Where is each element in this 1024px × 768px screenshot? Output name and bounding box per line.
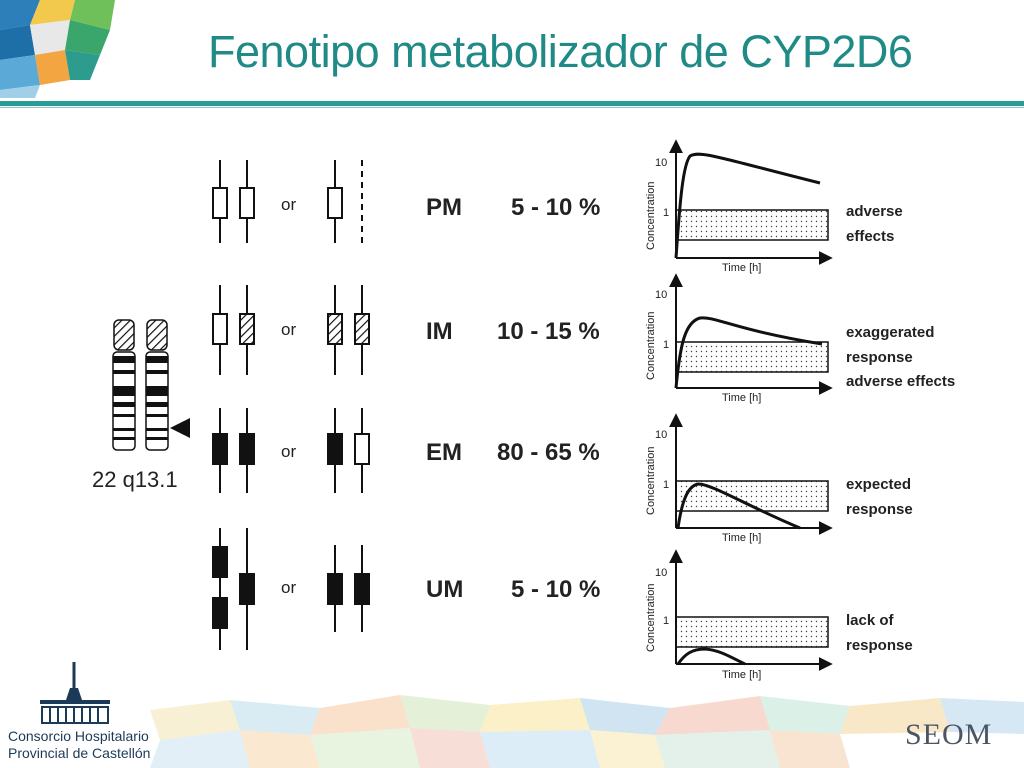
phenotype-label: EM (426, 439, 462, 466)
hospital-logo-icon (40, 662, 110, 724)
row-em: or EM 80 - 65 % 10 1 Concentration Time … (212, 408, 913, 544)
frequency-label: 80 - 65 % (497, 439, 600, 466)
effect-line: adverse effects (846, 373, 955, 390)
x-axis-label: Time [h] (722, 262, 761, 274)
row-pm: or PM 5 - 10 % 10 1 Concentration Time [… (212, 139, 903, 274)
frequency-label: 5 - 10 % (511, 194, 600, 221)
mosaic-decoration-bottom (150, 695, 1024, 768)
phenotype-label: UM (426, 576, 463, 603)
allele-pair-em-b (327, 408, 370, 493)
hospital-name: Consorcio Hospitalario Provincial de Cas… (8, 728, 150, 762)
y-tick-1: 1 (663, 479, 669, 491)
title-divider-thin (0, 107, 1024, 108)
y-axis-label: Concentration (645, 182, 657, 251)
x-axis-label: Time [h] (722, 392, 761, 404)
title-divider (0, 101, 1024, 106)
mosaic-decoration-top (0, 0, 115, 98)
or-label: or (281, 442, 296, 461)
hospital-name-line1: Consorcio Hospitalario (8, 728, 149, 744)
allele-pair-pm-b (327, 160, 363, 243)
allele-pair-im-a (212, 285, 255, 375)
y-tick-10: 10 (655, 157, 667, 169)
concentration-graph-um: 10 1 Concentration Time [h] (645, 549, 833, 681)
x-axis-label: Time [h] (722, 669, 761, 681)
x-axis-label: Time [h] (722, 532, 761, 544)
effect-line: exaggerated (846, 324, 934, 341)
y-axis-label: Concentration (645, 447, 657, 516)
page-title: Fenotipo metabolizador de CYP2D6 (208, 26, 913, 77)
allele-pair-em-a (212, 408, 255, 493)
effect-line: effects (846, 228, 894, 245)
seom-logo: SEOM (905, 718, 993, 751)
y-axis-label: Concentration (645, 312, 657, 381)
frequency-label: 5 - 10 % (511, 576, 600, 603)
chromosome-right (145, 319, 169, 451)
effect-line: expected (846, 476, 911, 493)
row-im: or IM 10 - 15 % 10 1 Concentration Time … (212, 273, 955, 404)
chromosome-left (112, 319, 136, 451)
allele-pair-um-a (212, 528, 255, 650)
or-label: or (281, 195, 296, 214)
row-um: or UM 5 - 10 % 10 1 Concentration Time [… (212, 528, 913, 681)
effect-line: response (846, 501, 913, 518)
locus-arrow-icon (170, 418, 190, 438)
allele-pair-pm-a (212, 160, 255, 243)
concentration-graph-im: 10 1 Concentration Time [h] (645, 273, 833, 404)
y-tick-1: 1 (663, 339, 669, 351)
or-label: or (281, 320, 296, 339)
y-tick-1: 1 (663, 207, 669, 219)
allele-pair-um-b (327, 545, 370, 632)
effect-line: response (846, 349, 913, 366)
allele-pair-im-b (327, 285, 370, 375)
y-tick-10: 10 (655, 567, 667, 579)
y-axis-label: Concentration (645, 584, 657, 653)
y-tick-10: 10 (655, 429, 667, 441)
effect-line: response (846, 637, 913, 654)
concentration-graph-pm: 10 1 Concentration Time [h] (645, 139, 833, 274)
phenotype-label: IM (426, 318, 453, 345)
effect-line: lack of (846, 612, 895, 629)
chromosome-pair: 22 q13.1 (92, 319, 190, 492)
y-tick-10: 10 (655, 289, 667, 301)
concentration-graph-em: 10 1 Concentration Time [h] (645, 413, 833, 544)
or-label: or (281, 578, 296, 597)
y-tick-1: 1 (663, 615, 669, 627)
effect-line: adverse (846, 203, 903, 220)
hospital-name-line2: Provincial de Castellón (8, 745, 151, 761)
chromosome-label: 22 q13.1 (92, 467, 178, 492)
frequency-label: 10 - 15 % (497, 318, 600, 345)
phenotype-label: PM (426, 194, 462, 221)
